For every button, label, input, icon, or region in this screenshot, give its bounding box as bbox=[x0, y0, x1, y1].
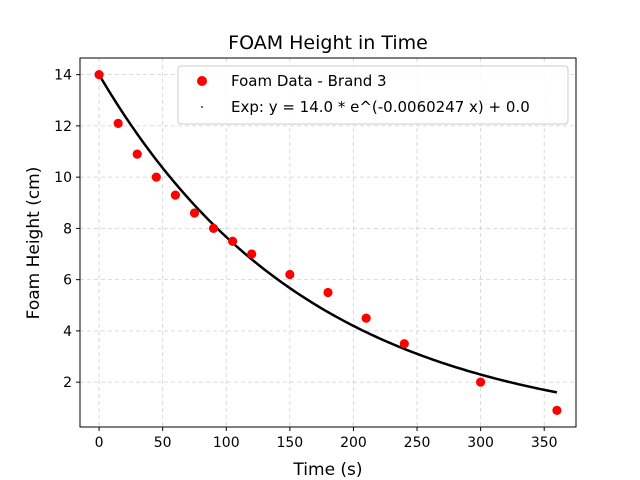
plot-frame bbox=[79, 57, 577, 428]
data-point bbox=[151, 172, 161, 182]
y-tick-label: 6 bbox=[63, 273, 72, 289]
legend-marker-fit bbox=[201, 106, 203, 108]
x-axis-ticks: 0 50 100 150 200 250 300 350 bbox=[95, 427, 558, 451]
x-tick-label: 250 bbox=[404, 435, 431, 451]
data-point bbox=[94, 70, 104, 80]
x-tick-label: 150 bbox=[276, 435, 303, 451]
y-axis-ticks: 2 4 6 8 10 12 14 bbox=[54, 68, 80, 391]
x-tick-label: 50 bbox=[154, 435, 172, 451]
x-axis-label: Time (s) bbox=[292, 460, 362, 480]
data-point bbox=[113, 118, 123, 128]
data-point bbox=[476, 377, 486, 387]
y-tick-label: 14 bbox=[54, 68, 72, 84]
data-point bbox=[323, 287, 333, 298]
x-tick-label: 100 bbox=[213, 435, 240, 451]
y-tick-label: 4 bbox=[63, 324, 72, 340]
y-tick-label: 8 bbox=[63, 221, 72, 237]
y-axis-label: Foam Height (cm) bbox=[24, 167, 44, 320]
chart-title: FOAM Height in Time bbox=[228, 32, 428, 54]
x-tick-label: 350 bbox=[531, 435, 558, 451]
data-point bbox=[208, 223, 219, 234]
data-point bbox=[399, 339, 409, 349]
data-point bbox=[228, 236, 238, 246]
data-point bbox=[361, 313, 371, 323]
data-point bbox=[285, 269, 295, 280]
data-point bbox=[552, 405, 562, 415]
data-point bbox=[132, 149, 142, 159]
legend-box bbox=[177, 65, 569, 125]
data-point bbox=[170, 190, 180, 200]
y-tick-label: 12 bbox=[54, 119, 72, 135]
x-tick-label: 200 bbox=[340, 435, 367, 451]
data-point bbox=[189, 208, 200, 218]
x-tick-label: 300 bbox=[467, 435, 494, 451]
legend: Foam Data - Brand 3 Exp: y = 14.0 * e^(-… bbox=[177, 65, 569, 125]
legend-label-fit: Exp: y = 14.0 * e^(-0.0060247 x) + 0.0 bbox=[231, 98, 530, 116]
fit-curve bbox=[98, 74, 558, 394]
y-tick-label: 10 bbox=[54, 170, 72, 186]
x-tick-label: 0 bbox=[95, 435, 104, 451]
data-points-layer bbox=[94, 70, 562, 415]
fit-curve-layer bbox=[98, 74, 558, 394]
legend-label-scatter: Foam Data - Brand 3 bbox=[231, 72, 387, 90]
data-point bbox=[247, 249, 257, 259]
legend-marker-scatter bbox=[197, 76, 207, 86]
y-tick-label: 2 bbox=[63, 375, 72, 391]
